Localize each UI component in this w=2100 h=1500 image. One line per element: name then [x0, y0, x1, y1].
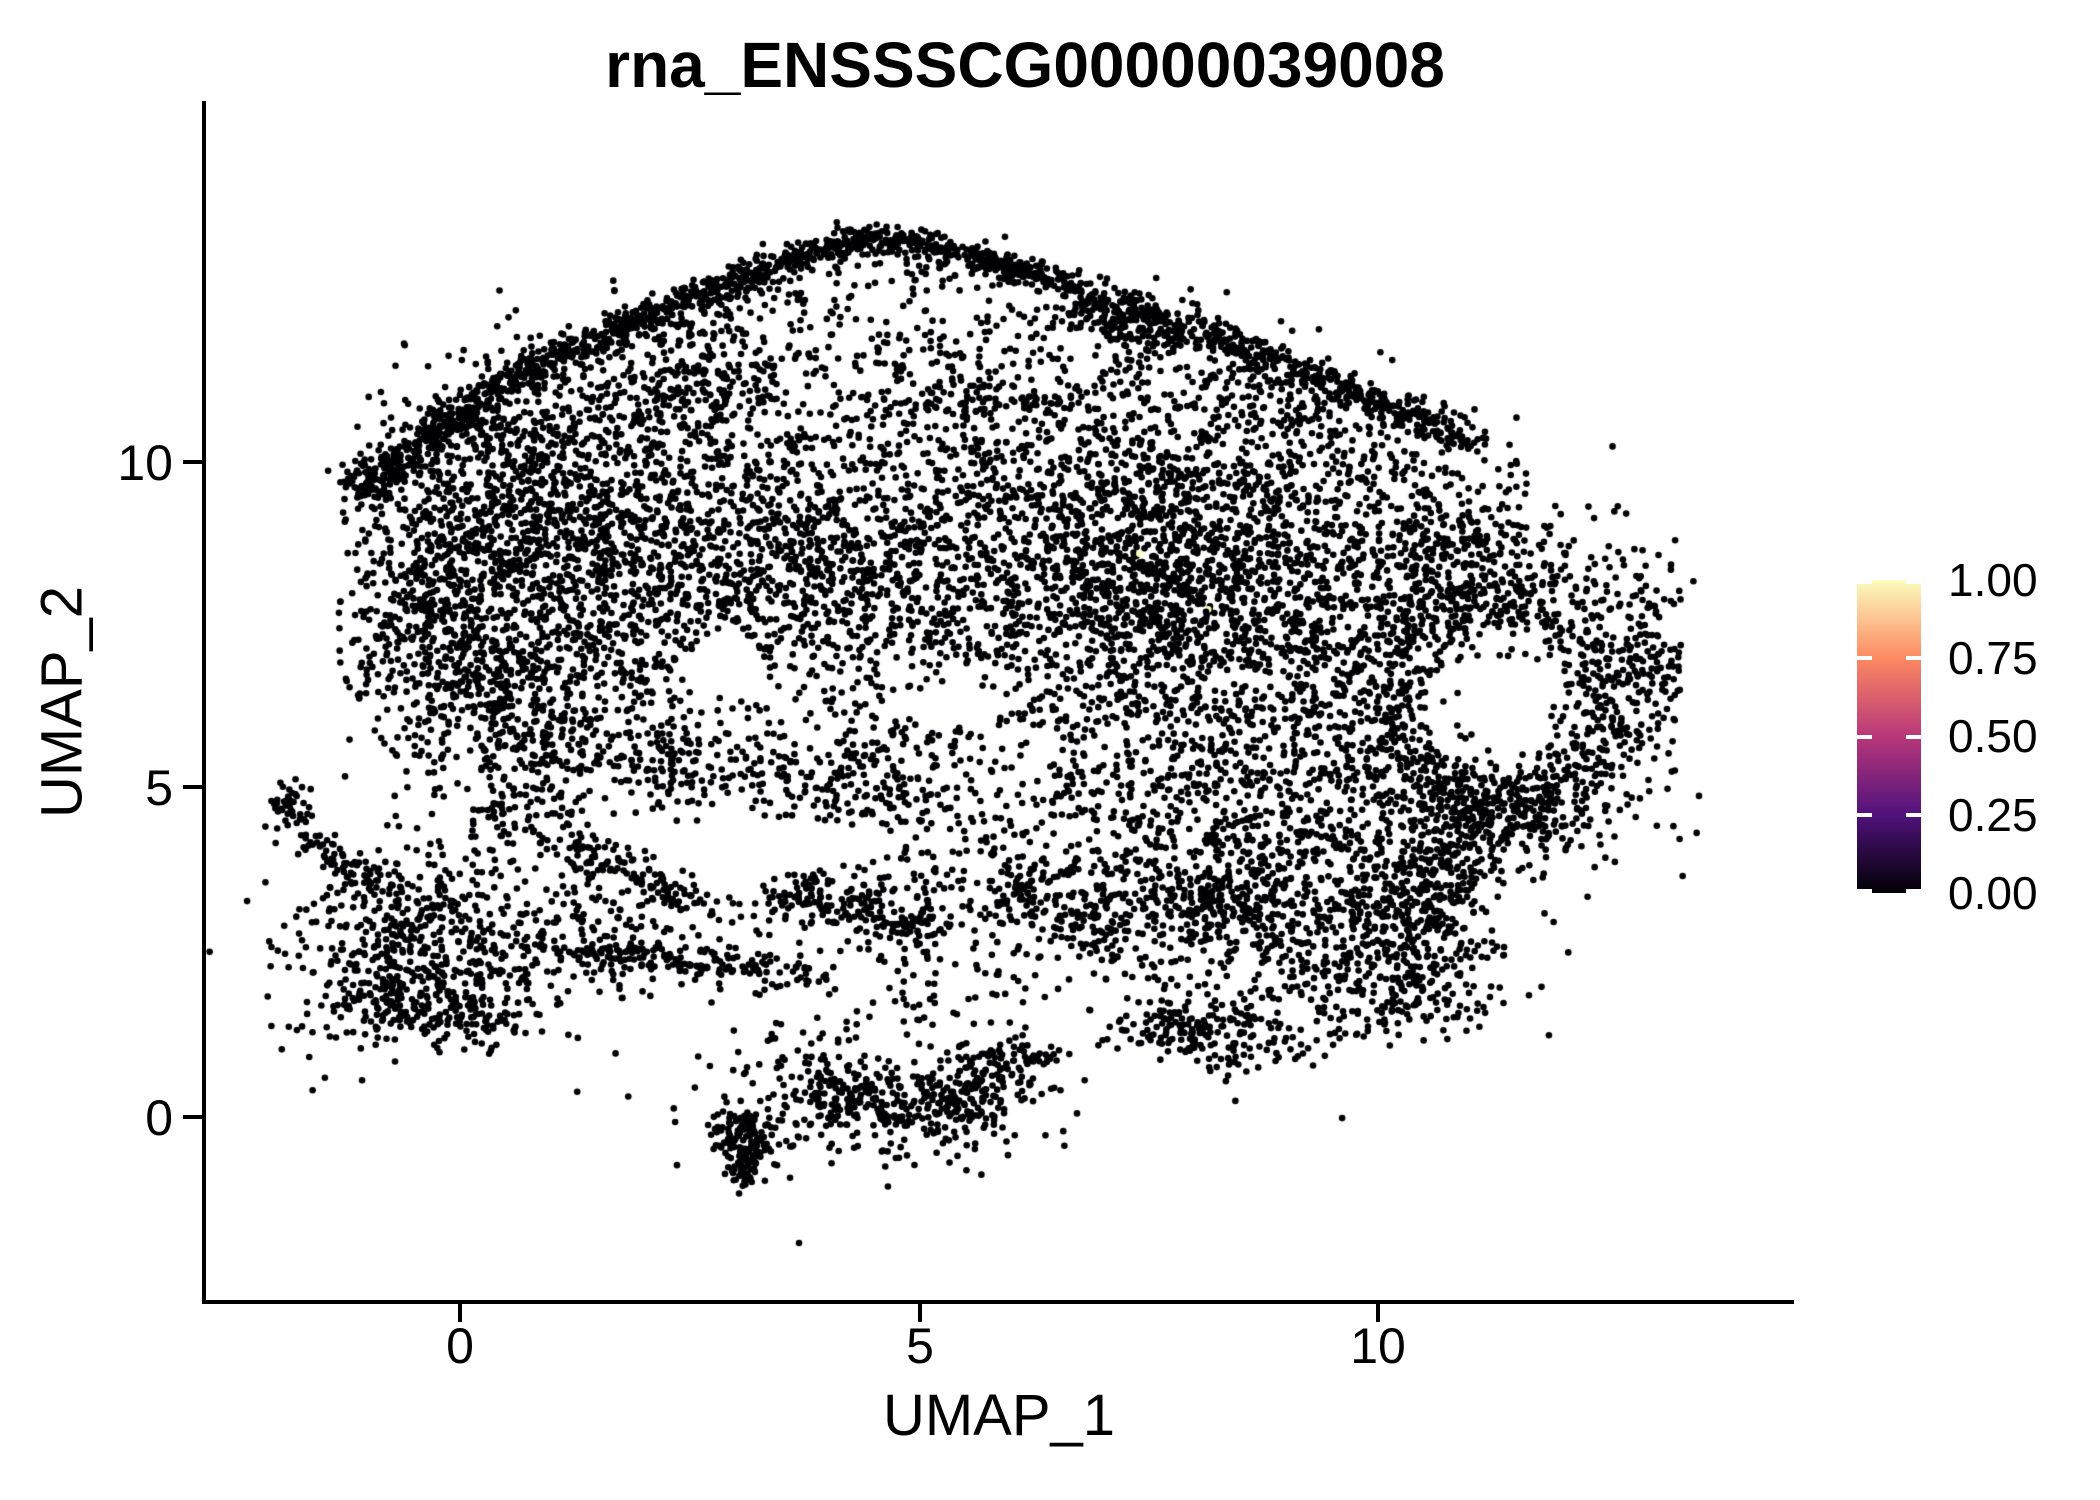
x-tick-label: 0 [446, 1318, 474, 1374]
colorbar-tick-mark [1857, 580, 1872, 584]
x-tick-mark [918, 1304, 922, 1322]
colorbar-tick-label: 0.00 [1948, 867, 2038, 919]
y-tick-mark [183, 460, 203, 464]
colorbar-tick-label: 0.75 [1948, 632, 2038, 684]
y-tick-label: 0 [145, 1090, 173, 1146]
x-tick-mark [458, 1304, 462, 1322]
y-tick-label: 5 [145, 760, 173, 816]
colorbar-tick-label: 0.50 [1948, 710, 2038, 762]
plot-title: rna_ENSSSCG00000039008 [605, 29, 1445, 101]
colorbar-tick-mark [1906, 734, 1921, 739]
colorbar-gradient [1857, 580, 1921, 893]
y-tick-mark [183, 785, 203, 789]
x-axis-line [202, 1300, 1794, 1304]
colorbar-tick-mark [1857, 734, 1872, 739]
colorbar-tick-mark [1857, 812, 1872, 817]
x-axis-title: UMAP_1 [882, 1383, 1116, 1448]
x-tick-mark [1376, 1304, 1380, 1322]
colorbar-tick-mark [1906, 889, 1921, 893]
y-tick-mark [183, 1115, 203, 1119]
colorbar-tick-mark [1906, 656, 1921, 661]
colorbar-tick-mark [1857, 889, 1872, 893]
y-axis-line [202, 101, 206, 1304]
colorbar-tick-mark [1906, 580, 1921, 584]
colorbar-tick-label: 1.00 [1948, 554, 2038, 606]
colorbar-tick-mark [1906, 812, 1921, 817]
x-tick-label: 5 [906, 1318, 934, 1374]
colorbar-tick-label: 0.25 [1948, 789, 2038, 841]
x-tick-label: 10 [1350, 1318, 1406, 1374]
y-axis-title: UMAP_2 [29, 585, 95, 819]
y-tick-label: 10 [117, 435, 173, 491]
colorbar-tick-mark [1857, 656, 1872, 661]
